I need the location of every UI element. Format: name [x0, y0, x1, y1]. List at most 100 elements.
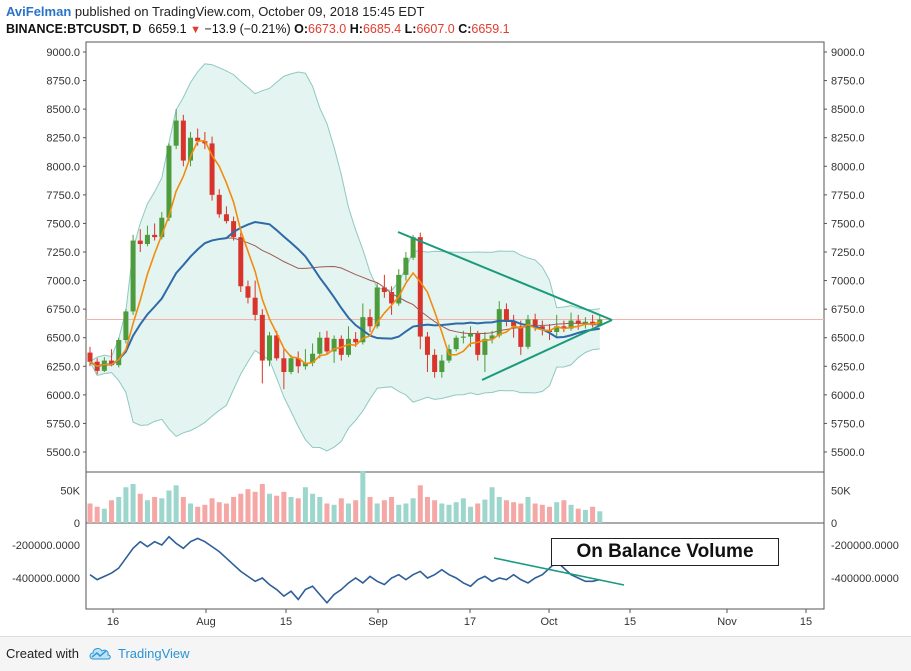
price-axis-label-right: 5750.0: [831, 418, 865, 430]
volume-bar: [94, 506, 100, 523]
candle-body: [367, 317, 373, 327]
created-with-text: Created with: [6, 646, 79, 661]
volume-bar: [561, 500, 567, 523]
volume-bar: [432, 500, 438, 523]
candle-body: [439, 360, 445, 372]
volume-bar: [295, 498, 301, 523]
candle-body: [539, 326, 545, 330]
volume-bar: [173, 485, 179, 523]
volume-bar: [338, 498, 344, 523]
candle-body: [503, 309, 509, 322]
symbol-info: BINANCE:BTCUSDT, D 6659.1 ▼ −13.9 (−0.21…: [6, 22, 510, 36]
volume-bar: [460, 498, 466, 523]
volume-bar: [597, 511, 603, 523]
volume-bar: [475, 503, 481, 523]
price-axis-label-right: 6500.0: [831, 333, 865, 345]
volume-bar: [482, 499, 488, 523]
volume-bar: [439, 503, 445, 523]
volume-bar: [539, 504, 545, 523]
author-name[interactable]: AviFelman: [6, 4, 72, 19]
volume-bar: [324, 503, 330, 523]
volume-bar: [360, 471, 366, 523]
candle-body: [123, 311, 129, 340]
price-chart[interactable]: 9000.0 9000.0 8750.0 8750.0 8500.0 8500.0 8250…: [0, 0, 911, 636]
price-axis-label-right: 7750.0: [831, 190, 865, 202]
candle-body: [295, 358, 301, 367]
down-arrow-icon: ▼: [190, 24, 201, 36]
volume-bar: [345, 503, 351, 523]
volume-bar: [195, 506, 201, 523]
candle-body: [195, 137, 201, 142]
volume-bar: [518, 503, 524, 523]
volume-bar: [568, 504, 574, 523]
candle-body: [101, 360, 107, 371]
published-text: published on TradingView.com, October 09…: [71, 4, 425, 19]
volume-bar: [180, 497, 186, 523]
volume-bar: [410, 498, 416, 523]
price-axis-label-right: 6000.0: [831, 390, 865, 402]
price-axis-label-right: 8750.0: [831, 76, 865, 88]
open-value: 6673.0: [308, 22, 347, 36]
time-axis-label: 15: [280, 616, 292, 628]
footer: Created with TradingView: [0, 636, 911, 671]
obv-axis-label-left: -400000.0000: [12, 573, 80, 585]
candle-body: [238, 237, 244, 287]
candle-body: [274, 335, 280, 359]
candle-body: [231, 221, 237, 238]
volume-bar: [310, 493, 316, 523]
moving-average-fast: [89, 139, 600, 368]
volume-bar: [547, 506, 553, 523]
volume-bar: [274, 495, 280, 523]
candle-body: [144, 234, 150, 244]
tradingview-link[interactable]: TradingView: [118, 646, 190, 661]
trendline-lower: [481, 319, 613, 381]
candle-body: [468, 333, 474, 337]
volume-bar: [446, 504, 452, 523]
candle-body: [575, 320, 581, 324]
price-axis-label-left: 7000.0: [46, 276, 80, 288]
candle-body: [475, 333, 481, 355]
tradingview-cloud-icon[interactable]: [88, 645, 112, 661]
volume-bar: [116, 497, 122, 523]
candle-body: [532, 319, 538, 327]
candle-body: [180, 120, 186, 161]
candle-body: [259, 314, 265, 361]
volume-bar: [267, 493, 272, 523]
price-axis-label-right: 7500.0: [831, 218, 865, 230]
price-axis-label-left: 8250.0: [46, 133, 80, 145]
publish-info: AviFelman published on TradingView.com, …: [6, 4, 424, 19]
candle-body: [317, 337, 323, 354]
volume-bar: [188, 503, 194, 523]
candle-body: [87, 352, 93, 362]
candle-body: [267, 335, 272, 361]
obv-annotation: On Balance Volume: [551, 538, 779, 566]
volume-axis-label-right: 50K: [831, 486, 851, 498]
bollinger-band-fill: [90, 63, 600, 451]
high-value: 6685.4: [362, 22, 402, 36]
volume-bar: [532, 503, 538, 523]
candle-body: [252, 297, 258, 315]
obv-axis-label-left: -200000.0000: [12, 540, 80, 552]
price-axis-label-left: 8500.0: [46, 104, 80, 116]
volume-bar: [374, 503, 380, 523]
candle-body: [518, 326, 524, 347]
price-axis-label-right: 8500.0: [831, 104, 865, 116]
volume-bar: [424, 497, 430, 523]
time-axis-label: Nov: [717, 616, 737, 628]
time-axis-label: 15: [624, 616, 636, 628]
price-change: −13.9 (−0.21%): [204, 22, 291, 36]
bollinger-lower: [89, 348, 600, 452]
candle-body: [554, 326, 560, 332]
candle-body: [345, 338, 351, 355]
volume-bar: [288, 497, 294, 523]
candle-body: [568, 320, 574, 329]
candle-body: [489, 335, 495, 339]
candle-body: [245, 286, 251, 298]
candle-body: [331, 338, 337, 352]
volume-bar: [223, 503, 229, 523]
volume-bar: [130, 484, 136, 523]
obv-line: [89, 535, 600, 604]
volume-bar: [144, 500, 150, 523]
candle-body: [353, 338, 359, 343]
low-label: L:: [404, 22, 417, 36]
